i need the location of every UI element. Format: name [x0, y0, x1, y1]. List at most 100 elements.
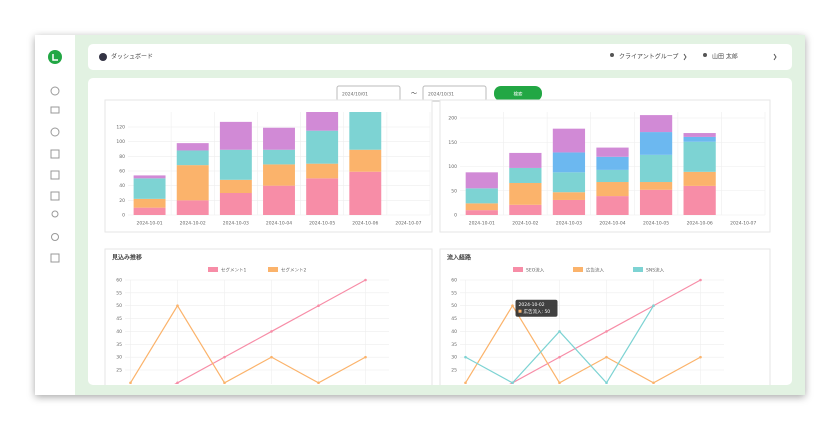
- point: [223, 381, 226, 384]
- logo[interactable]: [48, 50, 62, 64]
- bar-segment: [133, 178, 166, 199]
- bar-segment: [639, 115, 673, 133]
- x-tick-label: 2024-10-05: [309, 221, 335, 227]
- search-button[interactable]: [494, 86, 542, 101]
- bar-segment: [176, 200, 209, 215]
- nav-icon[interactable]: [50, 86, 60, 96]
- chart: 25 30 35 40 45 50 55 60: [451, 278, 724, 384]
- y-tick-label: 200: [448, 116, 457, 122]
- y-tick-label: 35: [451, 342, 457, 348]
- point: [364, 355, 367, 359]
- y-tick-label: 30: [451, 355, 457, 361]
- point: [464, 381, 467, 384]
- x-tick-label: 2024-10-07: [395, 221, 421, 227]
- y-tick-label: 50: [451, 303, 457, 309]
- y-tick-label: 35: [116, 342, 122, 348]
- bar-segment: [219, 193, 252, 215]
- bar-segment: [509, 182, 542, 205]
- tooltip-title: 2024-10-02: [519, 302, 545, 308]
- chart: 0 20 40 60 80 100 120 2024-10-01 2024-10-02 2024-…: [116, 112, 431, 227]
- bar-segment: [306, 178, 339, 215]
- y-tick-label: 60: [116, 278, 122, 284]
- header: [88, 44, 792, 70]
- legend-swatch: [268, 267, 278, 272]
- line: [129, 304, 366, 384]
- x-tick-label: 2024-10-03: [223, 221, 249, 227]
- nav-icon[interactable]: [50, 149, 60, 159]
- header-title: ダッシュボード: [111, 53, 153, 61]
- y-tick-label: 45: [116, 316, 122, 322]
- bar-segment: [509, 204, 542, 215]
- y-tick-label: 40: [451, 329, 457, 335]
- bar-segment: [639, 154, 673, 183]
- bar-segment: [596, 147, 629, 157]
- tooltip-label: 広告流入: 50: [524, 308, 551, 315]
- y-tick-label: 50: [451, 188, 457, 194]
- user-icon: [703, 53, 707, 57]
- bar-segment: [683, 133, 716, 137]
- bar-segment: [596, 182, 629, 197]
- chart-title: 見込み推移: [111, 254, 142, 262]
- point: [558, 330, 561, 333]
- y-tick-label: 80: [119, 154, 125, 160]
- x-tick-label: 2024-10-07: [730, 221, 756, 227]
- bar-segment: [349, 149, 382, 172]
- nav-icon[interactable]: [51, 233, 59, 241]
- bar-segment: [465, 172, 498, 189]
- point: [605, 381, 608, 384]
- y-tick-label: 100: [116, 139, 125, 145]
- point: [129, 407, 132, 410]
- bar-segment: [639, 132, 673, 155]
- x-tick-label: 2024-10-04: [599, 221, 625, 227]
- chevron: [773, 53, 777, 61]
- bar-segment: [263, 149, 295, 165]
- bar-segment: [596, 156, 629, 170]
- bar-segment: [596, 196, 629, 215]
- legend-label: 広告流入: [586, 267, 604, 274]
- point: [317, 304, 320, 308]
- y-tick-label: 60: [451, 278, 457, 284]
- bar-segment: [552, 192, 586, 200]
- nav-icon[interactable]: [50, 106, 60, 114]
- y-tick-label: 25: [116, 368, 122, 374]
- bar-segment: [683, 185, 716, 215]
- y-tick-label: 40: [119, 183, 125, 189]
- point: [464, 355, 467, 359]
- y-tick-label: 25: [451, 368, 457, 374]
- user-menu[interactable]: 山田 太郎: [712, 53, 738, 61]
- bar-segment: [176, 143, 209, 151]
- legend-swatch: [208, 267, 218, 272]
- bar-segment: [349, 171, 382, 215]
- bar-segment: [349, 112, 382, 150]
- bar-segment: [219, 179, 252, 193]
- y-tick-label: 0: [454, 213, 457, 219]
- y-tick-label: 0: [122, 213, 125, 219]
- bar-segment: [683, 136, 716, 142]
- date-separator: ～: [411, 91, 417, 98]
- charts: 0 20 40 60 80 100 120 2024-10-01 2024-10-02 2024-…: [104, 99, 771, 410]
- bar-segment: [219, 121, 252, 150]
- nav-icon[interactable]: [50, 127, 60, 137]
- y-tick-label: 20: [119, 198, 125, 204]
- legend-label: セグメント2: [281, 267, 306, 274]
- bar-segment: [552, 152, 586, 173]
- bar-segment: [596, 169, 629, 183]
- chevron: [683, 53, 687, 61]
- bar-segment: [683, 141, 716, 172]
- line: [465, 279, 701, 384]
- bar-segment: [219, 149, 252, 180]
- y-tick-label: 100: [448, 164, 457, 170]
- bar-segment: [683, 171, 716, 186]
- x-tick-label: 2024-10-02: [180, 221, 206, 227]
- nav-icon[interactable]: [51, 210, 59, 218]
- legend-label: セグメント1: [221, 267, 246, 274]
- x-tick-label: 2024-10-06: [687, 221, 713, 227]
- nav-icon[interactable]: [50, 170, 60, 180]
- nav-icon[interactable]: [50, 253, 60, 263]
- point: [511, 304, 514, 308]
- bar-segment: [306, 112, 339, 131]
- group-selector[interactable]: クライアントグループ: [619, 53, 678, 61]
- bar-segment: [465, 203, 498, 211]
- nav-icon[interactable]: [50, 191, 60, 201]
- bar-segment: [263, 127, 295, 150]
